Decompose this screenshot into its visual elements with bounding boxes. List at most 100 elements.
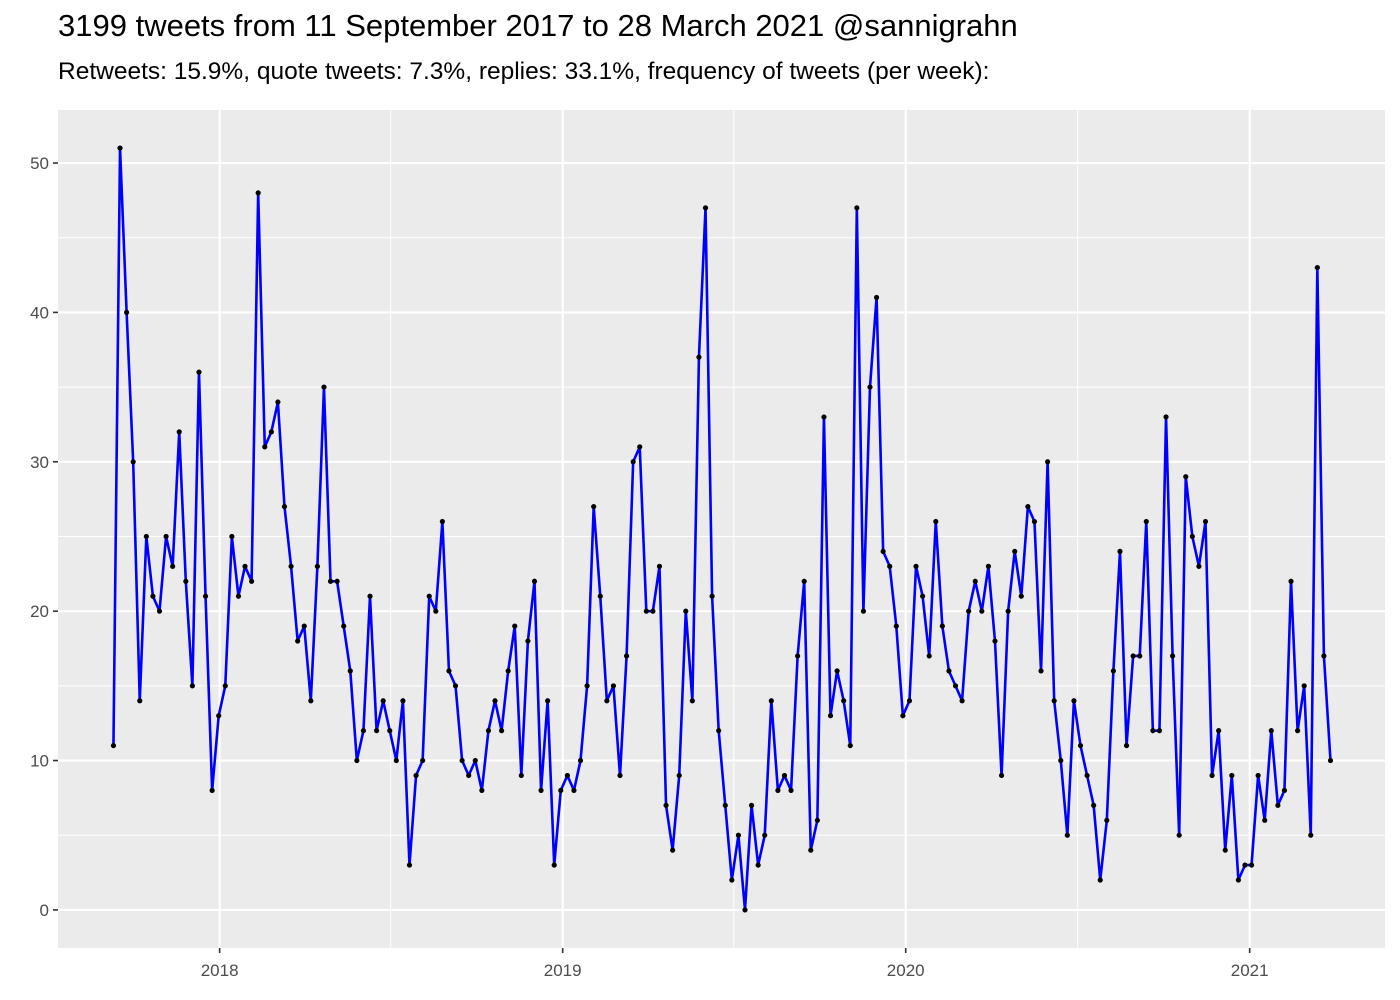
data-point xyxy=(124,309,130,316)
chart-title: 3199 tweets from 11 September 2017 to 28… xyxy=(58,8,1018,43)
data-point xyxy=(1222,847,1228,853)
data-point xyxy=(1130,653,1136,659)
data-point xyxy=(1248,862,1255,868)
data-point xyxy=(255,190,261,196)
x-axis-tick-labels: 2018 2019 2020 2021 xyxy=(201,961,1269,980)
data-point xyxy=(1314,264,1320,271)
data-point xyxy=(564,772,570,779)
data-point xyxy=(1091,802,1097,808)
data-point xyxy=(933,518,939,525)
data-point xyxy=(637,444,643,450)
data-point xyxy=(1064,832,1070,838)
data-point xyxy=(446,668,452,674)
data-point xyxy=(485,728,492,734)
data-point xyxy=(275,399,281,405)
data-point xyxy=(281,503,288,510)
data-point xyxy=(492,698,498,704)
data-point xyxy=(498,728,505,734)
data-point xyxy=(591,503,597,510)
data-point xyxy=(334,578,340,584)
data-point xyxy=(1045,459,1051,465)
data-point xyxy=(137,698,143,704)
data-point xyxy=(150,593,156,599)
data-point xyxy=(1202,518,1209,525)
data-point xyxy=(847,742,853,749)
data-point xyxy=(617,772,623,779)
data-point xyxy=(972,578,978,584)
y-tick-label: 40 xyxy=(30,303,49,322)
chart-subtitle: Retweets: 15.9%, quote tweets: 7.3%, rep… xyxy=(58,58,990,85)
data-point xyxy=(689,698,695,704)
data-point xyxy=(1137,653,1143,659)
data-point xyxy=(1025,503,1031,510)
data-point xyxy=(1071,698,1077,704)
data-point xyxy=(966,608,972,614)
data-point xyxy=(650,608,656,614)
major-gridlines xyxy=(58,110,1385,948)
x-tick-label: 2018 xyxy=(201,961,239,980)
data-point xyxy=(998,772,1005,779)
data-point xyxy=(183,578,189,584)
data-point xyxy=(1275,802,1281,808)
data-point xyxy=(321,384,327,390)
data-point xyxy=(439,518,445,525)
data-point xyxy=(992,638,998,644)
data-point xyxy=(420,757,426,764)
data-point xyxy=(597,593,603,599)
data-point xyxy=(367,593,373,599)
data-point xyxy=(242,563,248,569)
data-point xyxy=(295,638,301,644)
data-point xyxy=(156,608,163,614)
data-point xyxy=(709,593,715,599)
data-point xyxy=(551,862,557,868)
data-point xyxy=(1038,668,1044,674)
data-point xyxy=(656,563,663,569)
data-point xyxy=(781,772,788,779)
data-point xyxy=(1308,832,1314,838)
data-point xyxy=(854,205,860,211)
data-point xyxy=(222,683,228,689)
data-point xyxy=(834,668,840,674)
data-point xyxy=(354,757,360,764)
data-point xyxy=(1216,728,1222,734)
data-points xyxy=(110,145,1334,913)
y-tick-label: 0 xyxy=(40,901,49,920)
data-point xyxy=(406,862,413,868)
data-point xyxy=(393,757,399,764)
data-point xyxy=(841,698,847,704)
data-point xyxy=(288,563,294,569)
data-point xyxy=(466,772,472,779)
data-point xyxy=(729,877,735,883)
data-point xyxy=(762,832,768,838)
data-point xyxy=(341,623,347,629)
data-point xyxy=(860,608,867,614)
data-point xyxy=(459,757,465,764)
data-point xyxy=(1163,414,1169,420)
data-point xyxy=(1012,548,1018,555)
data-point xyxy=(1051,698,1057,704)
series-line xyxy=(112,146,1332,912)
data-point xyxy=(946,668,952,674)
data-point xyxy=(814,817,820,823)
data-point xyxy=(505,668,511,674)
data-point xyxy=(209,787,215,794)
data-point xyxy=(1123,742,1130,749)
data-point xyxy=(643,608,649,614)
data-point xyxy=(716,728,722,734)
data-point xyxy=(1117,548,1123,555)
data-point xyxy=(1058,757,1064,764)
x-tick-label: 2021 xyxy=(1231,961,1269,980)
data-point xyxy=(604,698,610,704)
data-point xyxy=(1262,817,1268,823)
data-point xyxy=(913,563,919,569)
x-tick-label: 2020 xyxy=(887,961,925,980)
data-point xyxy=(235,593,242,599)
data-point xyxy=(472,757,478,764)
data-point xyxy=(1084,772,1090,779)
data-point xyxy=(525,638,531,644)
data-point xyxy=(479,787,485,794)
data-point xyxy=(262,444,268,450)
data-point xyxy=(268,429,274,435)
data-point xyxy=(1183,474,1189,480)
